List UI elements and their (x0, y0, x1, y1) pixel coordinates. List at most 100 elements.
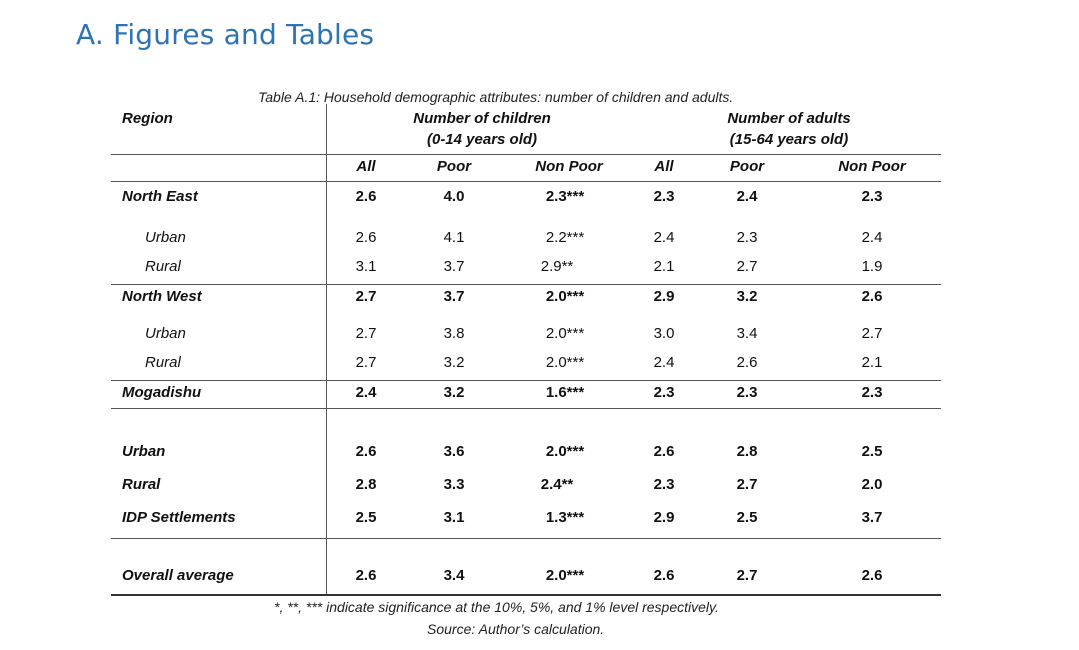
cell: 2.9 (653, 288, 675, 305)
cell: 2.6 (355, 443, 377, 460)
row-label: Rural (122, 476, 161, 493)
cell: 2.1 (653, 258, 675, 275)
row-label: IDP Settlements (122, 509, 236, 526)
significance-footnote: *, **, *** indicate significance at the … (274, 599, 719, 615)
cell: 2.8 (736, 443, 758, 460)
cell: 2.7 (355, 325, 377, 342)
cell: 3.4 (736, 325, 758, 342)
children-group-subheader: (0-14 years old) (426, 131, 538, 148)
adults-group-header: Number of adults (727, 110, 851, 127)
cell: 2.0 (861, 476, 883, 493)
cell: 2.7 (861, 325, 883, 342)
cell: 3.7 (443, 258, 465, 275)
row-label: North East (122, 188, 198, 205)
children-group-header: Number of children (413, 110, 551, 127)
cell: 3.4 (443, 567, 465, 584)
cell: 2.9 (653, 509, 675, 526)
cell: 2.4 (736, 188, 758, 205)
cell: 2.4 (653, 354, 675, 371)
cell: 2.3 (861, 188, 883, 205)
cell: 2.4 (653, 229, 675, 246)
cell: 4.0 (443, 188, 465, 205)
cell: 2.1 (861, 354, 883, 371)
section-heading: A. Figures and Tables (76, 18, 375, 51)
cell: 2.7 (736, 476, 758, 493)
col-header-all-adults: All (654, 158, 674, 175)
cell: 2.7 (736, 258, 758, 275)
cell: 2.7 (736, 567, 758, 584)
cell: 2.6 (653, 567, 675, 584)
cell: 2.0*** (545, 325, 585, 342)
northeast-rule (111, 284, 941, 285)
cell: 2.4 (355, 384, 377, 401)
cell: 2.8 (355, 476, 377, 493)
col-header-nonpoor-adults: Non Poor (838, 158, 906, 175)
cell: 2.5 (355, 509, 377, 526)
cell: 3.8 (443, 325, 465, 342)
header-rule (111, 154, 941, 155)
cell: 2.6 (653, 443, 675, 460)
cell: 2.5 (861, 443, 883, 460)
row-label: Mogadishu (122, 384, 202, 401)
cell: 2.6 (861, 567, 883, 584)
cell: 2.6 (355, 188, 377, 205)
cell: 2.3 (736, 384, 758, 401)
cell: 3.6 (443, 443, 465, 460)
cell: 2.3 (861, 384, 883, 401)
mogadishu-rule (111, 408, 941, 409)
subheader-rule (111, 181, 941, 182)
cell: 3.3 (443, 476, 465, 493)
cell: 1.6*** (545, 384, 585, 401)
row-label: Urban (145, 325, 186, 342)
cell: 2.3 (653, 476, 675, 493)
cell: 2.5 (736, 509, 758, 526)
cell: 1.9 (861, 258, 883, 275)
region-header: Region (122, 110, 173, 127)
cell: 2.6 (736, 354, 758, 371)
cell: 3.1 (443, 509, 465, 526)
cell: 2.9** (540, 258, 574, 275)
row-label: Overall average (122, 567, 234, 584)
cell: 3.2 (736, 288, 758, 305)
cell: 2.4 (861, 229, 883, 246)
cell: 3.2 (443, 384, 465, 401)
cell: 2.7 (355, 288, 377, 305)
northwest-rule (111, 380, 941, 381)
row-label: North West (122, 288, 202, 305)
cell: 4.1 (443, 229, 465, 246)
column-divider (326, 104, 327, 594)
cell: 2.0*** (545, 288, 585, 305)
cell: 2.3 (653, 188, 675, 205)
row-label: Urban (122, 443, 166, 460)
cell: 2.3*** (545, 188, 585, 205)
cell: 3.7 (443, 288, 465, 305)
adults-group-subheader: (15-64 years old) (729, 131, 849, 148)
cell: 2.3 (653, 384, 675, 401)
cell: 2.6 (355, 567, 377, 584)
cell: 2.3 (736, 229, 758, 246)
cell: 2.2*** (545, 229, 585, 246)
cell: 3.1 (355, 258, 377, 275)
col-header-poor-children: Poor (436, 158, 472, 175)
cell: 2.7 (355, 354, 377, 371)
cell: 2.0*** (545, 354, 585, 371)
cell: 3.7 (861, 509, 883, 526)
table-caption: Table A.1: Household demographic attribu… (258, 89, 734, 105)
cell: 3.0 (653, 325, 675, 342)
row-label: Urban (145, 229, 186, 246)
cell: 2.0*** (545, 443, 585, 460)
cell: 3.2 (443, 354, 465, 371)
cell: 2.0*** (545, 567, 585, 584)
row-label: Rural (145, 354, 181, 371)
source-note: Source: Author’s calculation. (427, 621, 605, 637)
cell: 1.3*** (545, 509, 585, 526)
col-header-all-children: All (356, 158, 376, 175)
cell: 2.6 (355, 229, 377, 246)
cell: 2.4** (540, 476, 574, 493)
settlement-rule (111, 538, 941, 539)
cell: 2.6 (861, 288, 883, 305)
bottom-rule (111, 594, 941, 596)
col-header-poor-adults: Poor (729, 158, 765, 175)
row-label: Rural (145, 258, 181, 275)
col-header-nonpoor-children: Non Poor (535, 158, 603, 175)
